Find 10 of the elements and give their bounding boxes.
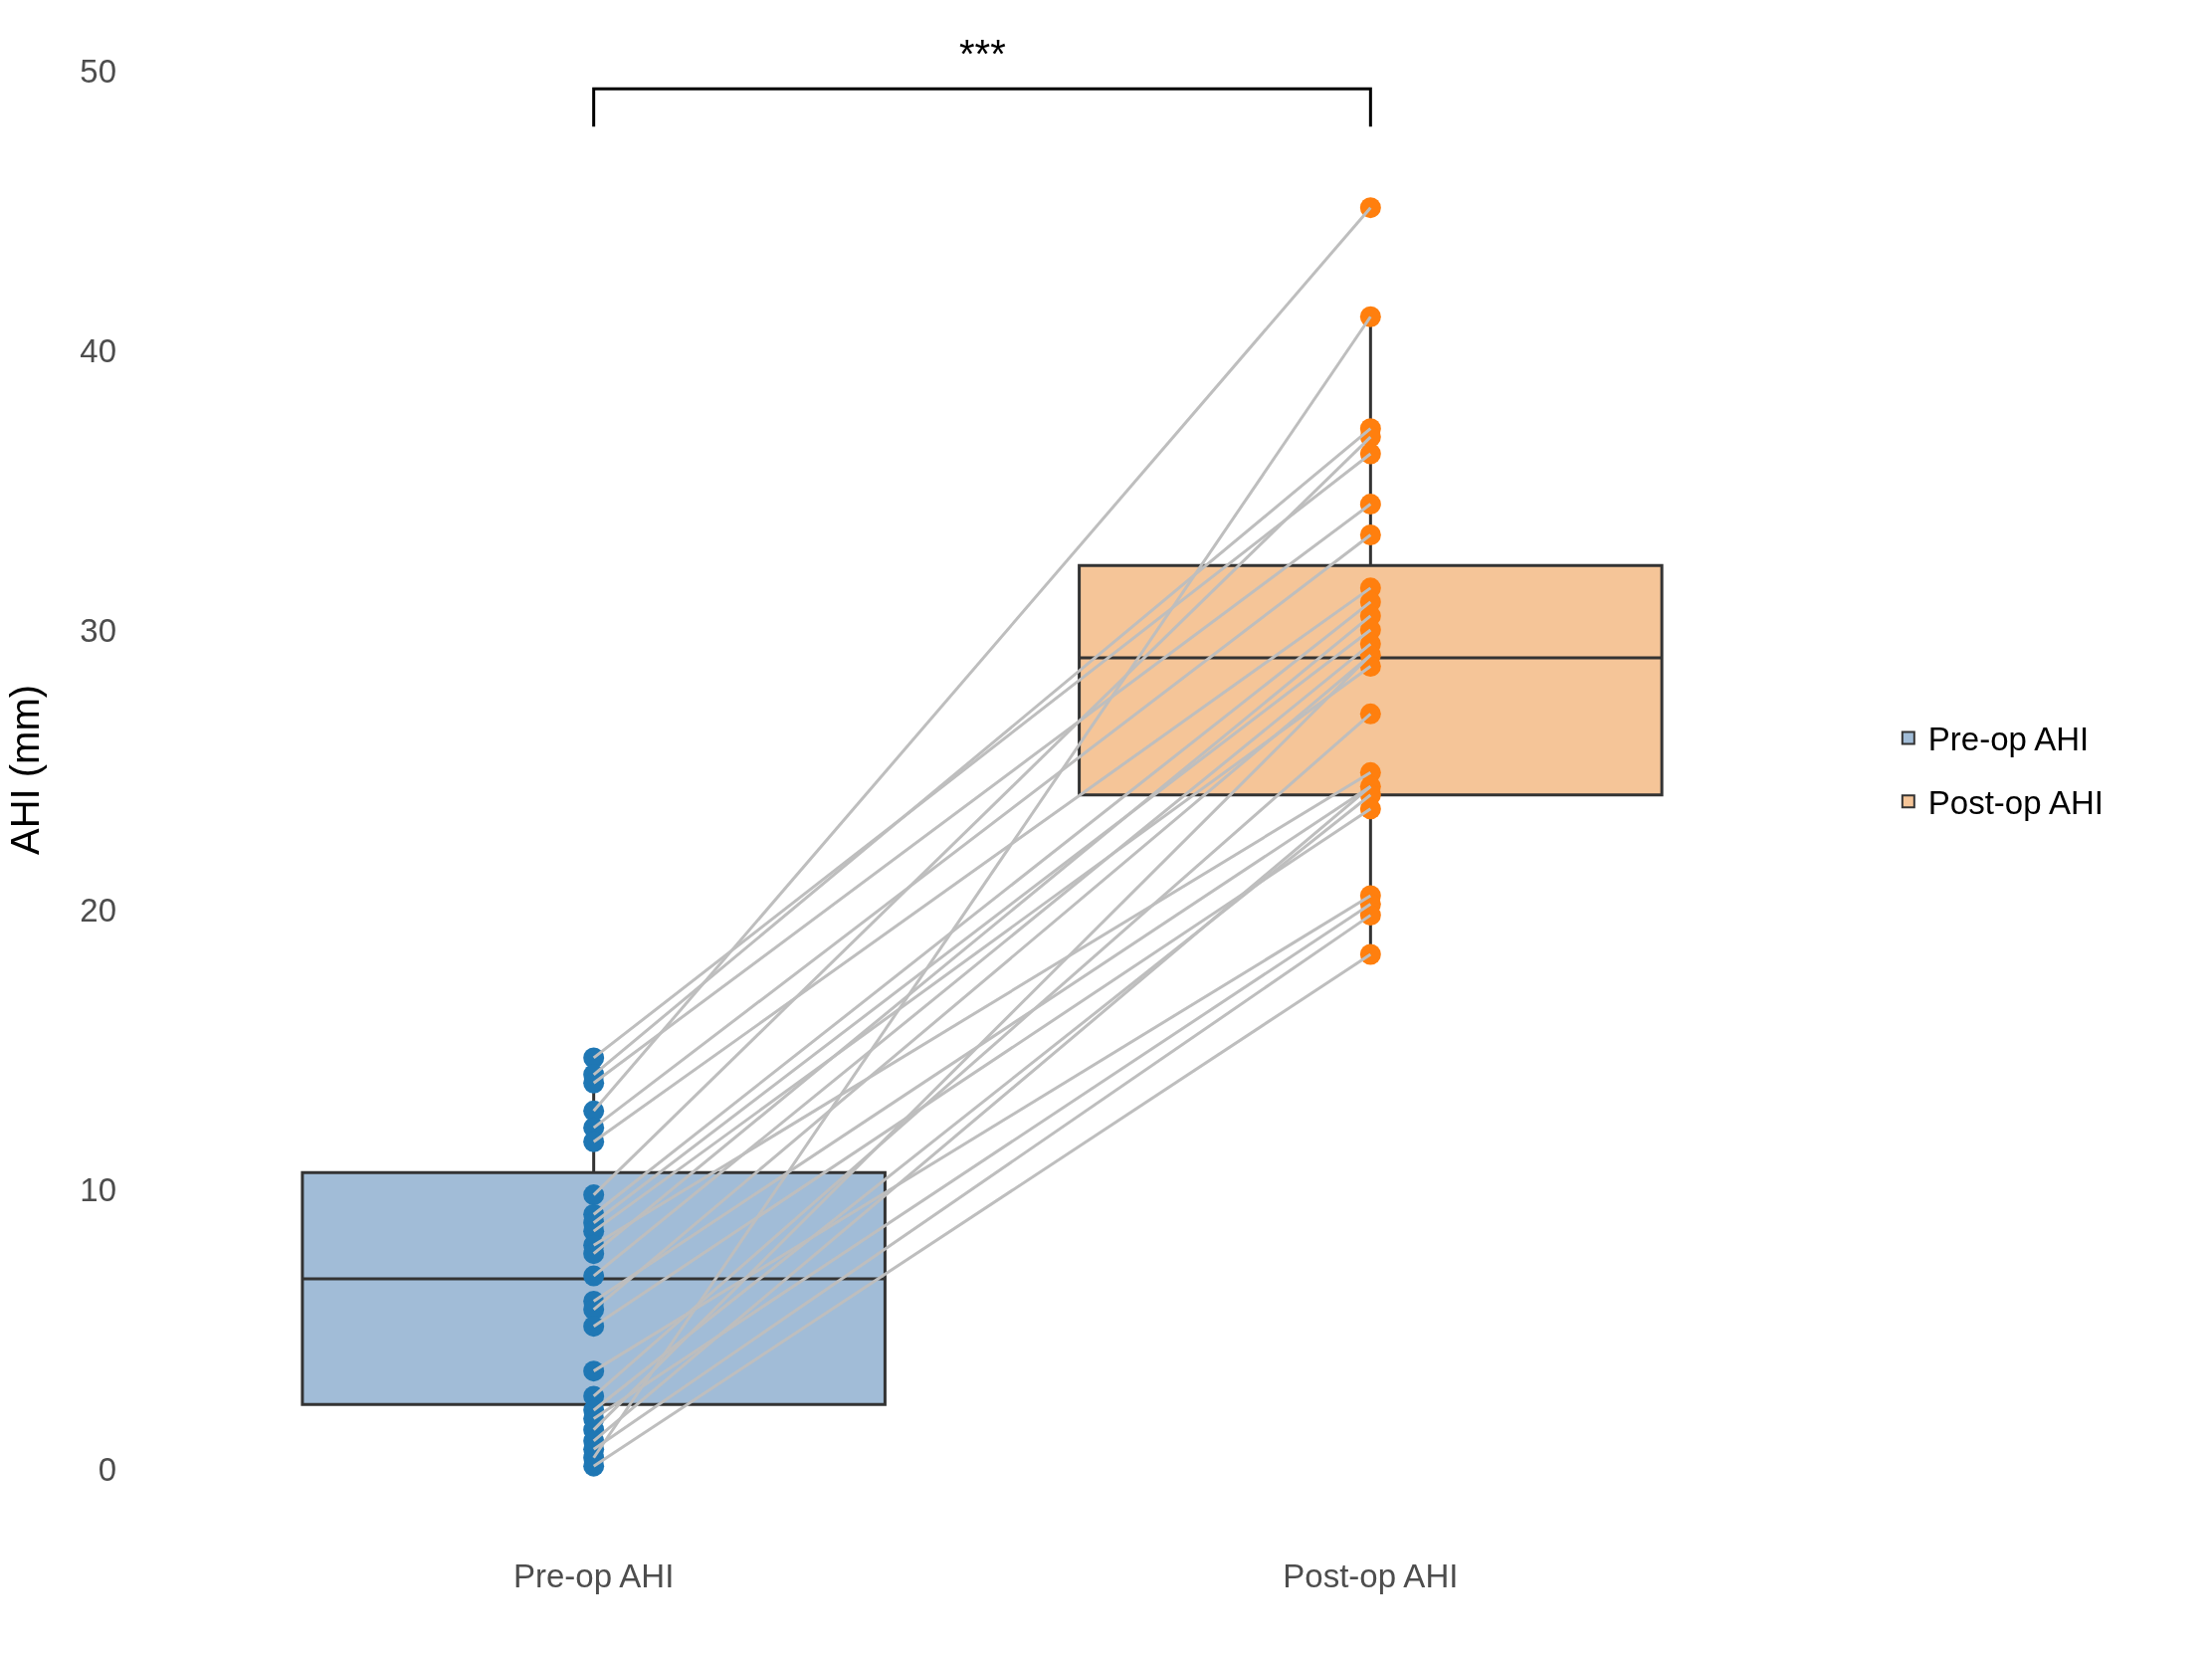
y-tick-label: 0	[98, 1450, 116, 1488]
y-tick-label: 20	[80, 891, 116, 929]
y-tick-label: 40	[80, 331, 116, 369]
y-axis-title: AHI (mm)	[2, 684, 47, 856]
y-tick-label: 10	[80, 1170, 116, 1208]
legend-label: Post-op AHI	[1927, 784, 2104, 822]
legend-label: Pre-op AHI	[1927, 721, 2090, 758]
y-tick-label: 50	[80, 52, 116, 90]
y-tick-label: 30	[80, 611, 116, 649]
annotation: ***	[959, 32, 1006, 76]
